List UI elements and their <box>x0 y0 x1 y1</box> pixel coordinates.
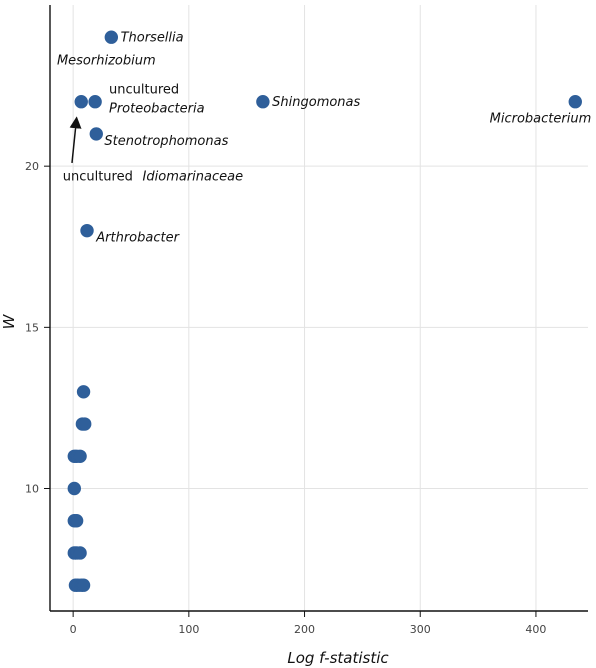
y-tick-label: 15 <box>25 321 39 334</box>
annotation-proteobacteria: Proteobacteria <box>109 102 205 117</box>
annotation-shingomonas: Shingomonas <box>272 95 360 110</box>
scatter-point <box>568 95 582 109</box>
annotation-uncultured-2: uncultured <box>63 169 133 184</box>
annotation-thorsellia: Thorsellia <box>121 31 184 46</box>
scatter-point <box>73 546 87 560</box>
point-layer <box>67 30 582 592</box>
scatter-point <box>74 95 88 109</box>
scatter-point <box>76 385 91 399</box>
annotation-idiomarinaceae: Idiomarinaceae <box>143 169 244 184</box>
scatter-point <box>80 223 94 238</box>
scatter-point <box>76 578 91 592</box>
annotation-uncultured-1: uncultured <box>109 82 179 97</box>
annotation-arrow <box>69 116 82 164</box>
annotation-mesorhizobium: Mesorhizobium <box>57 53 156 68</box>
scatter-point <box>104 30 119 44</box>
annotation-microbacterium: Microbacterium <box>490 111 592 126</box>
y-tick-label: 10 <box>25 483 39 496</box>
scatter-point <box>89 127 103 141</box>
y-tick-label: 20 <box>25 160 39 173</box>
annotation-stenotrophomonas: Stenotrophomonas <box>104 134 228 149</box>
x-tick-label: 0 <box>70 623 77 636</box>
axis-layer: 0 100 200 300 400 10 15 20 <box>25 5 588 636</box>
scatter-point <box>67 481 81 496</box>
scatter-point <box>73 449 87 463</box>
annotation-layer: Thorsellia Mesorhizobium uncultured Proteob… <box>57 31 591 246</box>
grid-layer <box>50 5 588 611</box>
x-tick-label: 300 <box>410 623 431 636</box>
scatter-point <box>69 514 84 528</box>
x-axis-label: Log f-statistic <box>287 649 389 667</box>
x-tick-label: 200 <box>294 623 315 636</box>
scatter-point <box>256 95 270 109</box>
x-tick-label: 100 <box>178 623 199 636</box>
annotation-arthrobacter: Arthrobacter <box>95 231 180 246</box>
x-tick-label: 400 <box>525 623 546 636</box>
y-axis-label: W <box>0 313 18 329</box>
scatter-point <box>88 95 102 109</box>
scatter-point <box>78 417 92 431</box>
